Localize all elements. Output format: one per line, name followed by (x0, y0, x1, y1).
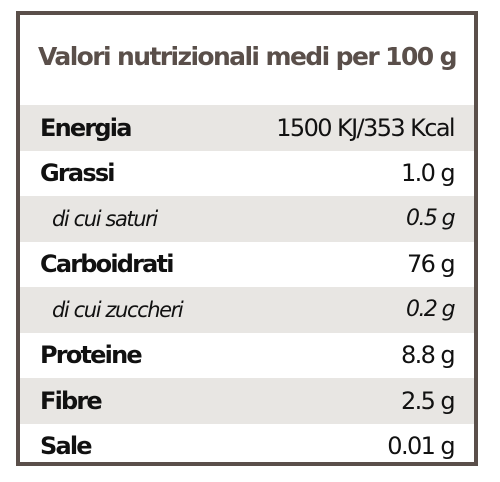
row-label: di cui zuccheri (52, 297, 184, 322)
row-label: Energia (40, 113, 132, 142)
row-value: 76 g (406, 250, 456, 279)
row-sale: Sale 0.01 g (20, 424, 474, 470)
row-label: Proteine (40, 341, 143, 370)
row-fibre: Fibre 2.5 g (20, 378, 474, 424)
row-label: Fibre (40, 386, 103, 415)
row-carboidrati: Carboidrati 76 g (20, 242, 474, 288)
row-label: Grassi (40, 159, 116, 188)
row-value: 2.5 g (400, 386, 456, 415)
row-value: 1.0 g (400, 159, 456, 188)
row-value: 0.01 g (387, 432, 455, 461)
row-label: Carboidrati (40, 250, 174, 279)
row-label: di cui saturi (52, 206, 158, 231)
row-value: 0.2 g (406, 297, 456, 323)
row-proteine: Proteine 8.8 g (20, 333, 474, 379)
table-title: Valori nutrizionali medi per 100 g (38, 41, 457, 71)
row-energia: Energia 1500 KJ/353 Kcal (20, 105, 474, 151)
row-value: 0.5 g (406, 206, 456, 232)
row-label: Sale (40, 432, 93, 461)
nutrition-rows: Energia 1500 KJ/353 Kcal Grassi 1.0 g di… (20, 105, 474, 469)
row-di-cui-zuccheri: di cui zuccheri 0.2 g (20, 287, 474, 333)
row-grassi: Grassi 1.0 g (20, 151, 474, 197)
row-di-cui-saturi: di cui saturi 0.5 g (20, 196, 474, 242)
nutrition-table: Valori nutrizionali medi per 100 g Energ… (16, 11, 478, 466)
row-value: 8.8 g (400, 341, 456, 370)
row-value: 1500 KJ/353 Kcal (276, 113, 455, 142)
